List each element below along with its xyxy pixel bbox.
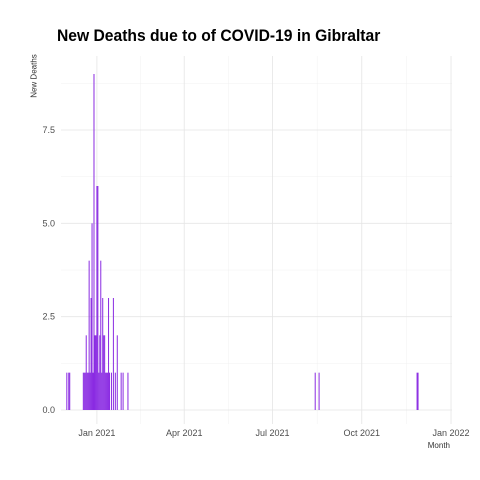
data-bar	[90, 298, 92, 410]
data-bar	[83, 372, 85, 410]
data-bar	[87, 372, 89, 410]
data-bar	[69, 372, 71, 410]
y-tick-label: 0.0	[42, 405, 55, 415]
data-bar	[96, 186, 98, 410]
data-bar	[112, 298, 114, 410]
data-bar	[88, 260, 90, 410]
data-bar	[417, 372, 419, 410]
x-tick-label: Jan 2022	[433, 428, 470, 438]
data-bar	[104, 335, 106, 410]
data-bar	[100, 260, 102, 410]
chart-title: New Deaths due to of COVID-19 in Gibralt…	[57, 26, 381, 45]
data-bar	[82, 372, 84, 410]
data-bar	[89, 372, 91, 410]
data-bar	[68, 372, 70, 410]
data-bar	[122, 372, 124, 410]
data-bar	[105, 372, 107, 410]
data-bar	[97, 186, 99, 410]
y-tick-label: 7.5	[42, 125, 55, 135]
data-bar	[108, 298, 110, 410]
data-bar	[116, 335, 118, 410]
data-bar	[93, 74, 95, 410]
y-tick-label: 2.5	[42, 312, 55, 322]
data-bar	[120, 372, 122, 410]
data-bar	[106, 372, 108, 410]
data-bar	[416, 372, 418, 410]
data-bar	[114, 372, 116, 410]
data-bar	[99, 335, 101, 410]
data-bar	[318, 372, 320, 410]
data-bar	[103, 335, 105, 410]
data-bar	[66, 372, 68, 410]
data-bar	[84, 372, 86, 410]
data-bar	[102, 298, 104, 410]
y-tick-label: 5.0	[42, 218, 55, 228]
data-bar	[86, 372, 88, 410]
data-bar	[107, 372, 109, 410]
data-bar	[85, 335, 87, 410]
data-bar	[314, 372, 316, 410]
x-tick-label: Oct 2021	[344, 428, 381, 438]
x-tick-label: Jan 2021	[78, 428, 115, 438]
x-tick-label: Jul 2021	[255, 428, 289, 438]
data-bar	[127, 372, 129, 410]
x-tick-label: Apr 2021	[166, 428, 203, 438]
data-bar	[110, 372, 112, 410]
data-bar	[101, 372, 103, 410]
x-axis-label: Month	[427, 441, 450, 450]
data-bar	[94, 335, 96, 410]
data-bar	[91, 223, 93, 410]
data-bar	[92, 372, 94, 410]
data-bar	[109, 372, 111, 410]
data-bar	[95, 335, 97, 410]
data-bar	[98, 372, 100, 410]
